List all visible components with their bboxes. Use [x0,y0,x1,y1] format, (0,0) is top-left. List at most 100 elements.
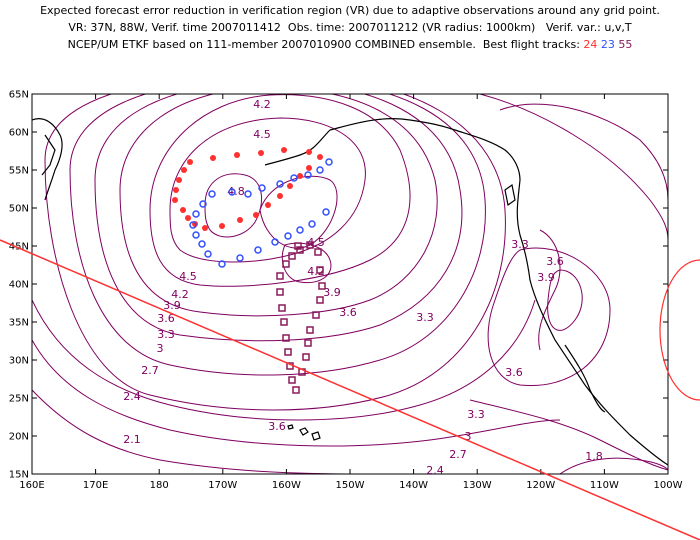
flight-23-obs-point [316,166,324,174]
coast-alaska-north [329,118,521,181]
flight-55-obs-point [314,248,322,256]
flight-23-obs-point [244,190,252,198]
flight-24-obs-point [210,155,216,161]
flight-23-obs-point [296,226,304,234]
lat-tick-label: 15N [9,470,29,481]
coast-hawaii-1 [299,427,309,436]
flight-55-obs-point [304,339,312,347]
flight-55-obs-point [284,348,292,356]
contour-label: 3.3 [511,238,529,251]
flight-55-obs-point [278,304,286,312]
flight-23-obs-point [271,238,279,246]
coast-alaska-peninsula [264,129,331,166]
title-line-3: NCEP/UM ETKF based on 111-member 2007010… [0,38,700,51]
contour-4-2-outer [149,94,411,287]
contour-2-7 [32,299,536,421]
great-circle-line [0,239,700,540]
contour-label: 3.9 [537,271,555,284]
lon-tick-label: 110W [590,480,619,491]
flight-55-obs-point [292,386,300,394]
flight-23-obs-point [192,231,200,239]
flight-55-obs-point [312,311,320,319]
lon-tick-label: 170W [208,480,237,491]
coast-hawaii-3 [287,424,294,430]
lat-tick-label: 30N [9,356,29,367]
flight-23-obs-point [254,246,262,254]
contour-label: 2.7 [449,448,467,461]
contour-3 [44,94,506,411]
coast-west-canada [516,179,668,466]
lon-tick-label: 150W [336,480,365,491]
contour-labels: 4.24.54.84.54.23.93.63.332.72.42.14.54.2… [123,98,603,477]
contour-4-5 [169,117,366,263]
flight-24-obs-point [219,223,225,229]
flight-55-obs-point [296,246,304,254]
flight-24-obs-point [176,177,182,183]
flight-24-obs-point [317,154,323,160]
flight-24-obs-point [180,207,186,213]
flight-24-obs-point [234,152,240,158]
lon-tick-label: 100W [654,480,683,491]
contour-label: 3 [465,430,472,443]
flight-24-obs-point [258,150,264,156]
contour-3-6 [94,94,463,342]
contour-label: 4.5 [179,270,197,283]
lat-tick-label: 55N [9,166,29,177]
flight-55-obs-point [306,326,314,334]
flight-23-obs-point [325,158,333,166]
contour-label: 2.4 [426,464,444,477]
coast-siberia [32,118,63,201]
contour-label: 3.6 [268,420,286,433]
flight-23-obs-point [199,200,207,208]
flight-23-obs-point [198,240,206,248]
contour-label: 3.6 [546,255,564,268]
contour-label: 3.6 [339,306,357,319]
flight-23-obs-point [308,220,316,228]
contour-1-8 [559,457,668,474]
contour-label: 3.9 [323,286,341,299]
flight-23-obs-point [218,260,226,268]
title-line-1: Expected forecast error reduction in ver… [40,4,660,17]
coast-kamchatka [41,134,56,176]
lat-tick-label: 45N [9,242,29,253]
lon-tick-label: 140W [399,480,428,491]
contour-3-9 [119,94,438,317]
flight-tracks [172,147,333,394]
coastlines [32,118,668,466]
flight-23-obs-point [192,210,200,218]
contour-label: 4.2 [171,288,189,301]
verification-region-circle [659,259,700,401]
contour-east-outer [499,103,668,201]
flight-23-obs-point [228,188,236,196]
flight-24-obs-point [202,225,208,231]
flight-55-obs-point [282,334,290,342]
contour-3-3 [69,94,486,376]
lat-tick-label: 40N [9,280,29,291]
coast-island-1 [504,183,516,207]
flight-23-obs-point [189,221,197,229]
contour-label: 2.4 [123,390,141,403]
lat-tick-label: 20N [9,432,29,443]
contour-east-outer-2 [479,94,668,241]
flight-24-obs-point [306,149,312,155]
contour-label: 3.9 [163,299,181,312]
contour-label: 3.3 [467,408,485,421]
flight-23-obs-point [204,250,212,258]
lon-tick-label: 120W [526,480,555,491]
flight-55-obs-point [316,296,324,304]
flight-23-obs-point [276,180,284,188]
contour-label: 3.3 [157,328,175,341]
flight-55-obs-point [318,282,326,290]
contour-2-4 [32,339,561,447]
coast-baja [564,344,606,413]
contour-label: 3.6 [505,366,523,379]
contour-lines [32,94,668,474]
axis-ticks [31,93,669,475]
contour-3-9-east [547,269,583,331]
flight-24-obs-point [265,202,271,208]
flight-24-obs-point [237,217,243,223]
contour-label: 3.3 [416,311,434,324]
track-label-23: 23 [600,38,615,51]
flight-24-obs-point [173,187,179,193]
